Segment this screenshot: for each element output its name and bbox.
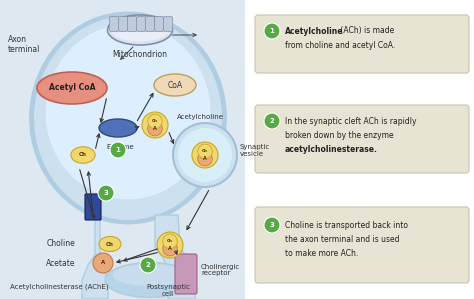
Circle shape — [98, 185, 114, 201]
Ellipse shape — [37, 72, 107, 104]
Ellipse shape — [154, 74, 196, 96]
Text: Choline is transported back into: Choline is transported back into — [285, 220, 408, 230]
Text: 2: 2 — [146, 262, 150, 268]
FancyBboxPatch shape — [118, 16, 128, 31]
Text: A: A — [101, 260, 105, 266]
Ellipse shape — [112, 264, 188, 286]
FancyBboxPatch shape — [109, 16, 118, 31]
FancyBboxPatch shape — [146, 16, 155, 31]
Text: A: A — [153, 126, 157, 131]
Text: Ch: Ch — [167, 239, 173, 243]
Text: A: A — [203, 156, 207, 161]
Text: Acetyl CoA: Acetyl CoA — [49, 83, 95, 92]
Circle shape — [173, 123, 237, 187]
Circle shape — [192, 142, 218, 168]
Ellipse shape — [99, 119, 137, 137]
FancyBboxPatch shape — [85, 194, 101, 220]
Ellipse shape — [105, 263, 195, 298]
Text: the axon terminal and is used: the axon terminal and is used — [285, 234, 400, 243]
FancyBboxPatch shape — [155, 16, 164, 31]
Circle shape — [198, 151, 212, 166]
FancyBboxPatch shape — [255, 105, 469, 173]
Text: Postsynaptic
cell: Postsynaptic cell — [146, 283, 190, 297]
Circle shape — [178, 128, 232, 182]
Ellipse shape — [99, 237, 121, 251]
Circle shape — [264, 23, 280, 39]
Circle shape — [140, 257, 156, 273]
Text: 3: 3 — [270, 222, 274, 228]
Text: CoA: CoA — [167, 80, 182, 89]
Circle shape — [163, 241, 177, 256]
FancyBboxPatch shape — [255, 15, 469, 73]
Circle shape — [148, 121, 162, 136]
FancyBboxPatch shape — [0, 0, 245, 299]
FancyBboxPatch shape — [128, 16, 137, 31]
Text: In the synaptic cleft ACh is rapidly: In the synaptic cleft ACh is rapidly — [285, 117, 417, 126]
Text: acetylcholinesterase.: acetylcholinesterase. — [285, 144, 378, 153]
FancyBboxPatch shape — [175, 254, 197, 294]
Ellipse shape — [30, 13, 226, 223]
Ellipse shape — [46, 25, 210, 199]
Text: Ch: Ch — [106, 242, 114, 246]
Polygon shape — [155, 215, 195, 299]
Text: Acetate: Acetate — [46, 259, 75, 268]
Text: Choline: Choline — [46, 239, 75, 248]
Circle shape — [110, 142, 126, 158]
FancyBboxPatch shape — [164, 16, 173, 31]
Text: broken down by the enzyme: broken down by the enzyme — [285, 130, 393, 140]
Circle shape — [157, 232, 183, 258]
Ellipse shape — [34, 16, 222, 220]
Text: (ACh) is made: (ACh) is made — [338, 27, 394, 36]
Text: Acetylcholinesterase (AChE): Acetylcholinesterase (AChE) — [10, 284, 109, 290]
Circle shape — [148, 114, 162, 129]
Text: to make more ACh.: to make more ACh. — [285, 248, 358, 257]
Ellipse shape — [111, 19, 169, 42]
FancyBboxPatch shape — [255, 207, 469, 283]
Circle shape — [264, 113, 280, 129]
Text: 2: 2 — [270, 118, 274, 124]
Text: 3: 3 — [103, 190, 109, 196]
Text: Ch: Ch — [202, 150, 208, 153]
Text: 1: 1 — [116, 147, 120, 153]
Text: Enzyme: Enzyme — [106, 144, 134, 150]
Ellipse shape — [71, 147, 95, 163]
Text: 1: 1 — [270, 28, 274, 34]
Text: Synaptic
vesicle: Synaptic vesicle — [240, 144, 270, 156]
FancyBboxPatch shape — [137, 16, 146, 31]
Circle shape — [163, 234, 177, 249]
Text: Mitochondrion: Mitochondrion — [112, 50, 167, 59]
Text: Axon
terminal: Axon terminal — [8, 35, 40, 54]
Text: Ch: Ch — [79, 152, 87, 158]
Text: Acetylcholine: Acetylcholine — [177, 114, 224, 120]
Text: A: A — [168, 246, 172, 251]
Text: Ch: Ch — [152, 119, 158, 123]
Polygon shape — [82, 215, 108, 299]
Text: from choline and acetyl CoA.: from choline and acetyl CoA. — [285, 42, 395, 51]
Circle shape — [93, 253, 113, 273]
Text: Cholinergic
receptor: Cholinergic receptor — [201, 263, 240, 277]
Ellipse shape — [108, 15, 173, 45]
Circle shape — [264, 217, 280, 233]
Text: Acetylcholine: Acetylcholine — [285, 27, 344, 36]
Circle shape — [142, 112, 168, 138]
Circle shape — [198, 144, 212, 159]
